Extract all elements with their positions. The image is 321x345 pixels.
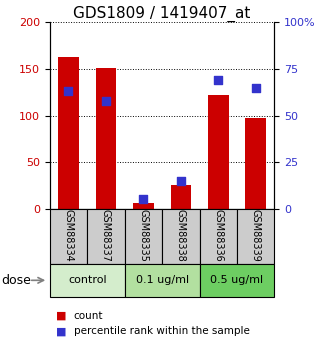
Text: GSM88336: GSM88336: [213, 209, 223, 262]
Text: 0.1 ug/ml: 0.1 ug/ml: [135, 275, 189, 285]
Bar: [208, 95, 229, 209]
Point: [178, 178, 183, 184]
Bar: [170, 186, 191, 209]
Point: [103, 98, 108, 104]
Bar: [50, 264, 125, 297]
Text: GSM88339: GSM88339: [251, 209, 261, 262]
Bar: [237, 209, 274, 264]
Bar: [96, 68, 116, 209]
Bar: [87, 209, 125, 264]
Text: GSM88335: GSM88335: [138, 209, 148, 262]
Bar: [162, 209, 200, 264]
Point: [253, 85, 258, 90]
Title: GDS1809 / 1419407_at: GDS1809 / 1419407_at: [74, 6, 251, 22]
Bar: [200, 264, 274, 297]
Text: control: control: [68, 275, 107, 285]
Text: GSM88337: GSM88337: [101, 209, 111, 262]
Text: 0.5 ug/ml: 0.5 ug/ml: [211, 275, 264, 285]
Bar: [200, 209, 237, 264]
Text: percentile rank within the sample: percentile rank within the sample: [74, 326, 250, 336]
Point: [141, 197, 146, 202]
Bar: [125, 264, 200, 297]
Bar: [133, 203, 154, 209]
Text: count: count: [74, 311, 103, 321]
Text: dose: dose: [2, 274, 31, 287]
Bar: [50, 209, 87, 264]
Bar: [125, 209, 162, 264]
Text: GSM88338: GSM88338: [176, 209, 186, 262]
Point: [66, 89, 71, 94]
Text: ■: ■: [56, 311, 67, 321]
Text: ■: ■: [56, 326, 67, 336]
Point: [216, 77, 221, 83]
Text: GSM88334: GSM88334: [64, 209, 74, 262]
Bar: [246, 118, 266, 209]
Bar: [58, 57, 79, 209]
